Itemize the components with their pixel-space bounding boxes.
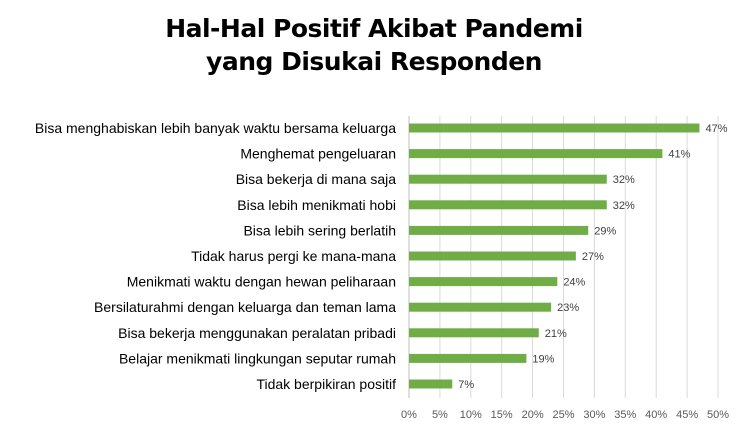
data-labels: 47% 41% 32% 32% 29% 27% 24% 23% 21% 19% 7% xyxy=(458,123,727,391)
x-tick-label: 5% xyxy=(432,409,448,421)
bar xyxy=(409,302,552,312)
category-labels: Bisa menghabiskan lebih banyak waktu ber… xyxy=(35,120,396,392)
bars xyxy=(409,123,700,389)
data-label: 19% xyxy=(532,353,554,365)
data-label: 27% xyxy=(582,251,604,263)
x-tick-label: 10% xyxy=(460,409,482,421)
x-tick-label: 50% xyxy=(707,409,729,421)
bar xyxy=(409,225,589,235)
bar xyxy=(409,277,558,287)
bar xyxy=(409,149,663,159)
category-label: Bersilaturahmi dengan keluarga dan teman… xyxy=(94,299,396,315)
x-tick-label: 40% xyxy=(645,409,667,421)
x-tick-label: 35% xyxy=(614,409,636,421)
data-label: 24% xyxy=(563,277,585,289)
bar xyxy=(409,174,607,184)
chart-title-line-2: yang Disukai Responden xyxy=(206,47,542,76)
category-label: Tidak berpikiran positif xyxy=(256,376,396,392)
bar xyxy=(409,123,700,133)
bar xyxy=(409,328,539,338)
category-label: Bisa bekerja di mana saja xyxy=(236,171,397,187)
data-label: 21% xyxy=(545,328,567,340)
data-label: 23% xyxy=(557,302,579,314)
x-tick-label: 0% xyxy=(401,409,417,421)
x-tick-labels: 0% 5% 10% 15% 20% 25% 30% 35% 40% 45% 50% xyxy=(401,409,729,421)
x-tick-label: 45% xyxy=(676,409,698,421)
category-label: Belajar menikmati lingkungan seputar rum… xyxy=(119,350,396,366)
category-label: Bisa lebih sering berlatih xyxy=(243,222,396,238)
data-label: 32% xyxy=(613,174,635,186)
data-label: 29% xyxy=(594,225,616,237)
x-tick-label: 25% xyxy=(552,409,574,421)
category-label: Bisa lebih menikmati hobi xyxy=(237,197,396,213)
category-label: Menghemat pengeluaran xyxy=(240,146,396,162)
bar xyxy=(409,353,527,363)
chart-title-line-1: Hal-Hal Positif Akibat Pandemi xyxy=(165,14,583,43)
category-label: Bisa bekerja menggunakan peralatan priba… xyxy=(118,325,396,341)
x-tick-label: 30% xyxy=(583,409,605,421)
x-tick-label: 20% xyxy=(522,409,544,421)
data-label: 47% xyxy=(705,123,727,135)
category-label: Menikmati waktu dengan hewan peliharaan xyxy=(127,274,396,290)
category-label: Bisa menghabiskan lebih banyak waktu ber… xyxy=(35,120,396,136)
data-label: 7% xyxy=(458,379,474,391)
bar xyxy=(409,251,576,261)
data-label: 41% xyxy=(668,149,690,161)
chart-title: Hal-Hal Positif Akibat Pandemi yang Disu… xyxy=(0,12,748,78)
bar xyxy=(409,379,453,389)
category-label: Tidak harus pergi ke mana-mana xyxy=(191,248,396,264)
data-label: 32% xyxy=(613,200,635,212)
x-tick-label: 15% xyxy=(491,409,513,421)
bar xyxy=(409,200,607,210)
